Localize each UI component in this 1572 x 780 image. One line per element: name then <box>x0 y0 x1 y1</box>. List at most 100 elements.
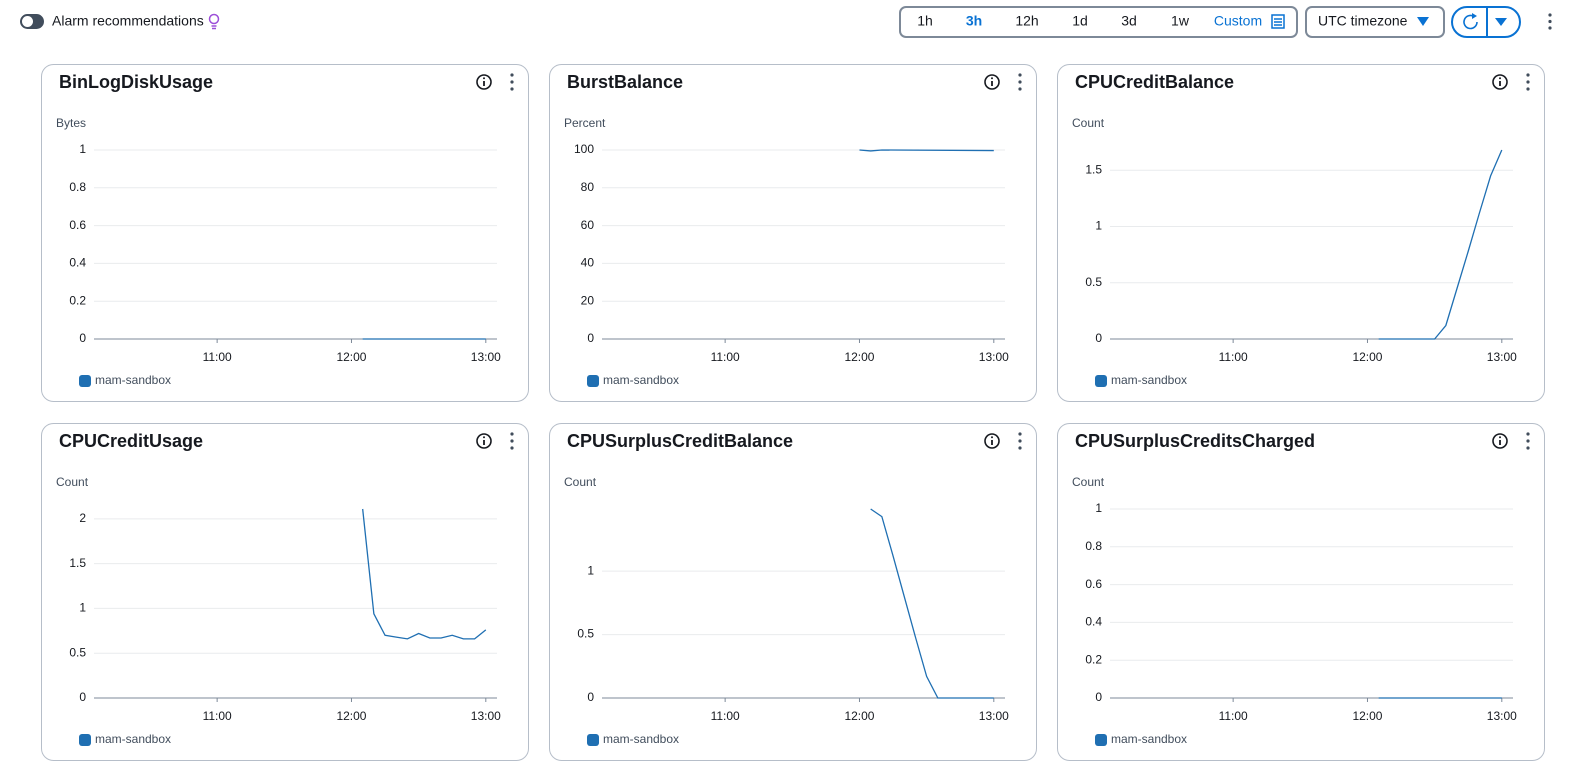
info-icon[interactable] <box>1492 433 1508 449</box>
y-tick-label: 60 <box>581 218 595 232</box>
y-tick-label: 0.8 <box>69 180 86 194</box>
range-option[interactable]: 1w <box>1171 13 1190 29</box>
x-tick-label: 11:00 <box>711 709 740 723</box>
range-option[interactable]: 3h <box>966 13 982 29</box>
range-option[interactable]: 12h <box>1015 13 1038 29</box>
menu-dot <box>1018 80 1022 84</box>
info-icon[interactable] <box>1492 74 1508 90</box>
panel-border <box>1057 423 1545 761</box>
legend-swatch <box>79 734 91 746</box>
menu-dot <box>1018 432 1022 436</box>
metric-panel: CPUCreditUsage Count 0 0.5 1 1.5 2 11:00 12:00 13… <box>41 423 529 761</box>
more-menu[interactable] <box>1548 13 1552 30</box>
info-icon[interactable] <box>476 433 492 449</box>
x-tick-label: 12:00 <box>844 709 874 723</box>
info-circle <box>1492 74 1508 90</box>
panel-menu[interactable] <box>1526 73 1530 91</box>
panel-menu[interactable] <box>510 432 514 450</box>
legend-label: mam-sandbox <box>603 732 679 746</box>
legend-swatch <box>587 375 599 387</box>
series-line <box>1378 149 1503 340</box>
legend-label: mam-sandbox <box>1111 373 1187 387</box>
calendar-icon[interactable] <box>1271 14 1285 29</box>
info-circle <box>984 74 1000 90</box>
legend-label: mam-sandbox <box>1111 732 1187 746</box>
panel-title: CPUCreditBalance <box>1075 72 1234 92</box>
menu-dot <box>1526 439 1530 443</box>
bulb-icon <box>208 13 220 30</box>
panel-title: CPUCreditUsage <box>59 431 203 451</box>
menu-dot <box>510 432 514 436</box>
menu-dot <box>1526 87 1530 91</box>
series-line <box>870 508 994 699</box>
y-axis-label: Count <box>564 475 597 489</box>
panel-title: CPUSurplusCreditsCharged <box>1075 431 1315 451</box>
metric-panel: CPUCreditBalance Count 0 0.5 1 1.5 11:00 12:00 1… <box>1057 64 1545 402</box>
y-tick-label: 0.2 <box>1085 652 1102 666</box>
dropdown-arrow <box>1417 17 1429 26</box>
menu-dot <box>1526 446 1530 450</box>
panel-title: BurstBalance <box>567 72 683 92</box>
info-icon[interactable] <box>984 433 1000 449</box>
panel-menu[interactable] <box>1018 432 1022 450</box>
info-icon[interactable] <box>476 74 492 90</box>
x-tick-label: 11:00 <box>1219 350 1248 364</box>
legend-swatch <box>1095 734 1107 746</box>
panel-title: BinLogDiskUsage <box>59 72 213 92</box>
info-dot <box>483 77 485 80</box>
y-tick-label: 1.5 <box>1085 162 1102 176</box>
panel-menu[interactable] <box>1526 432 1530 450</box>
info-icon[interactable] <box>984 74 1000 90</box>
panel-border <box>549 423 1037 761</box>
range-group <box>899 6 1298 38</box>
timezone-label: UTC timezone <box>1318 13 1408 29</box>
info-dot <box>991 77 993 80</box>
y-tick-label: 40 <box>581 256 595 270</box>
panel-border <box>41 423 529 761</box>
range-option[interactable]: 3d <box>1121 13 1137 29</box>
x-tick-label: 13:00 <box>471 350 501 364</box>
y-tick-label: 1 <box>587 563 594 577</box>
y-tick-label: 100 <box>574 142 594 156</box>
y-tick-label: 0.2 <box>69 293 86 307</box>
menu-dot <box>510 87 514 91</box>
range-option[interactable]: Custom <box>1214 13 1262 29</box>
x-tick-label: 12:00 <box>336 709 366 723</box>
menu-dot <box>1018 446 1022 450</box>
y-tick-label: 0.5 <box>577 627 594 641</box>
y-tick-label: 0.6 <box>1085 577 1102 591</box>
timezone-select[interactable] <box>1305 6 1445 38</box>
menu-dot <box>1526 73 1530 77</box>
range-option[interactable]: 1h <box>917 13 933 29</box>
y-axis-label: Count <box>1072 116 1105 130</box>
toggle-knob <box>22 16 33 27</box>
x-tick-label: 13:00 <box>979 350 1009 364</box>
x-tick-label: 13:00 <box>471 709 501 723</box>
y-tick-label: 0 <box>1095 690 1102 704</box>
range-option[interactable]: 1d <box>1072 13 1088 29</box>
y-tick-label: 0.5 <box>69 645 86 659</box>
menu-dot <box>510 439 514 443</box>
x-tick-label: 12:00 <box>1352 350 1382 364</box>
x-tick-label: 13:00 <box>1487 709 1517 723</box>
menu-dot <box>510 80 514 84</box>
panel-menu[interactable] <box>510 73 514 91</box>
menu-dot <box>1018 439 1022 443</box>
menu-dot <box>1526 432 1530 436</box>
info-circle <box>1492 433 1508 449</box>
panel-menu[interactable] <box>1018 73 1022 91</box>
series-line <box>859 149 994 152</box>
info-circle <box>476 74 492 90</box>
x-tick-label: 12:00 <box>844 350 874 364</box>
metric-panel: BurstBalance Percent 0 20 40 60 80 100 11:00 12:0… <box>549 64 1037 402</box>
y-axis-label: Count <box>56 475 89 489</box>
x-tick-label: 11:00 <box>711 350 740 364</box>
menu-dot <box>510 446 514 450</box>
y-tick-label: 0.5 <box>1085 275 1102 289</box>
refresh-dropdown[interactable] <box>1495 18 1507 26</box>
y-tick-label: 0 <box>587 331 594 345</box>
info-circle <box>984 433 1000 449</box>
info-dot <box>1499 77 1501 80</box>
y-tick-label: 0 <box>1095 331 1102 345</box>
